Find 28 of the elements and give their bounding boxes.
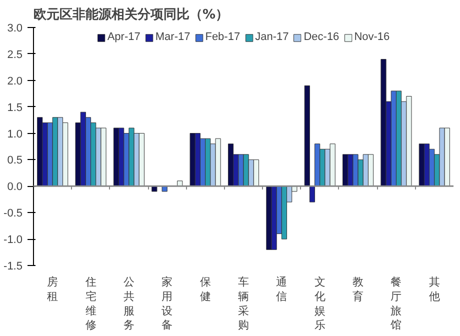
legend-label: Jan-17 — [255, 31, 289, 43]
y-tick-label: 2.5 — [7, 48, 23, 61]
x-tick-label: 文化娱乐 — [314, 276, 326, 332]
x-tick-label: 住宅维修 — [85, 276, 96, 332]
x-tick-label: 教育 — [352, 276, 364, 303]
legend-label: Nov-16 — [354, 31, 390, 43]
legend-label: Apr-17 — [107, 31, 140, 43]
chart-title: 欧元区非能源相关分项同比（%） — [34, 6, 229, 22]
legend-label: Feb-17 — [205, 31, 240, 43]
y-tick-label: 1.5 — [7, 102, 23, 114]
y-tick-label: -1.0 — [4, 234, 23, 246]
y-tick-label: 0.0 — [7, 181, 23, 194]
x-tick-label: 其他 — [428, 276, 440, 303]
legend-label: Mar-17 — [155, 31, 190, 43]
x-tick-label: 餐厅旅馆 — [390, 276, 402, 332]
y-tick-label: 3.0 — [7, 22, 23, 34]
y-tick-label: 2.0 — [7, 75, 23, 88]
y-tick-label: -0.5 — [4, 208, 23, 220]
x-tick-label: 家用设备 — [162, 276, 173, 332]
x-tick-label: 车辆采购 — [238, 276, 249, 332]
x-tick-label: 通信 — [276, 276, 288, 303]
x-tick-label: 保健 — [200, 276, 211, 303]
x-tick-label: 房租 — [47, 276, 58, 303]
y-tick-label: -1.5 — [4, 260, 23, 272]
y-tick-label: 1.0 — [7, 128, 23, 140]
x-tick-label: 公共服务 — [123, 276, 134, 332]
y-tick-label: 0.5 — [7, 154, 23, 167]
legend-label: Dec-16 — [304, 31, 340, 43]
